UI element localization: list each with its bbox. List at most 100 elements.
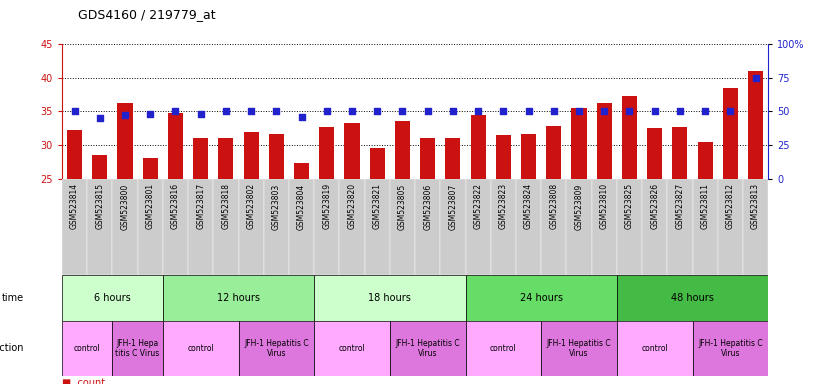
Text: 48 hours: 48 hours — [671, 293, 714, 303]
Text: GSM523800: GSM523800 — [121, 184, 130, 230]
Text: GSM523820: GSM523820 — [348, 184, 357, 230]
Bar — [143, 159, 158, 179]
Text: GSM523819: GSM523819 — [322, 184, 331, 230]
Text: GSM523826: GSM523826 — [650, 184, 659, 230]
Point — [219, 108, 232, 114]
Bar — [420, 137, 435, 179]
Bar — [440, 179, 466, 275]
Point — [68, 108, 81, 114]
Text: time: time — [2, 293, 24, 303]
Bar — [244, 131, 259, 179]
Text: 6 hours: 6 hours — [94, 293, 131, 303]
Bar — [743, 179, 768, 275]
Text: JFH-1 Hepatitis C
Virus: JFH-1 Hepatitis C Virus — [396, 339, 460, 358]
Bar — [622, 96, 637, 179]
Bar — [692, 179, 718, 275]
Bar — [344, 123, 359, 179]
Point — [345, 108, 358, 114]
Bar — [667, 179, 692, 275]
Bar — [213, 179, 239, 275]
Text: ■  count: ■ count — [62, 378, 105, 384]
Bar — [395, 121, 410, 179]
Bar — [642, 179, 667, 275]
Text: control: control — [641, 344, 668, 353]
Point — [496, 108, 510, 114]
Bar — [218, 137, 234, 179]
Bar — [390, 179, 415, 275]
Bar — [112, 179, 138, 275]
Text: GSM523817: GSM523817 — [196, 184, 205, 230]
Bar — [62, 179, 88, 275]
Bar — [289, 179, 314, 275]
Text: 12 hours: 12 hours — [217, 293, 260, 303]
Text: control: control — [188, 344, 214, 353]
Text: infection: infection — [0, 343, 24, 354]
Text: GSM523808: GSM523808 — [549, 184, 558, 230]
Bar — [697, 142, 713, 179]
Bar — [672, 127, 687, 179]
Text: GSM523812: GSM523812 — [726, 184, 735, 229]
Text: GSM523824: GSM523824 — [524, 184, 533, 230]
Point — [421, 108, 434, 114]
Bar — [516, 179, 541, 275]
Text: JFH-1 Hepatitis C
Virus: JFH-1 Hepatitis C Virus — [698, 339, 762, 358]
Bar — [415, 179, 440, 275]
Bar — [692, 321, 768, 376]
Bar — [239, 179, 263, 275]
Text: 24 hours: 24 hours — [520, 293, 563, 303]
Point — [472, 108, 485, 114]
Bar — [314, 179, 339, 275]
Text: JFH-1 Hepatitis C
Virus: JFH-1 Hepatitis C Virus — [244, 339, 309, 358]
Bar — [268, 134, 284, 179]
Bar — [541, 321, 617, 376]
Point — [446, 108, 459, 114]
Bar — [138, 179, 163, 275]
Point — [598, 108, 611, 114]
Bar — [466, 321, 541, 376]
Bar — [521, 134, 536, 179]
Text: GSM523816: GSM523816 — [171, 184, 180, 230]
Bar — [445, 138, 460, 179]
Bar — [88, 179, 112, 275]
Text: GDS4160 / 219779_at: GDS4160 / 219779_at — [78, 8, 216, 21]
Point — [93, 115, 107, 121]
Bar — [723, 88, 738, 179]
Bar — [67, 130, 82, 179]
Bar — [239, 321, 314, 376]
Bar — [294, 163, 309, 179]
Bar — [591, 179, 617, 275]
Bar — [163, 321, 239, 376]
Bar — [617, 275, 768, 321]
Text: GSM523801: GSM523801 — [145, 184, 154, 230]
Text: GSM523804: GSM523804 — [297, 184, 306, 230]
Bar — [314, 321, 390, 376]
Bar — [263, 179, 289, 275]
Point — [673, 108, 686, 114]
Bar — [339, 179, 364, 275]
Bar — [188, 179, 213, 275]
Text: control: control — [339, 344, 365, 353]
Bar — [112, 321, 163, 376]
Bar — [471, 115, 486, 179]
Text: GSM523807: GSM523807 — [449, 184, 458, 230]
Text: GSM523823: GSM523823 — [499, 184, 508, 230]
Point — [270, 108, 283, 114]
Text: GSM523811: GSM523811 — [700, 184, 710, 229]
Point — [371, 108, 384, 114]
Point — [244, 108, 258, 114]
Bar — [617, 179, 642, 275]
Bar — [93, 155, 107, 179]
Bar — [496, 135, 511, 179]
Bar — [314, 275, 466, 321]
Bar — [491, 179, 516, 275]
Text: GSM523827: GSM523827 — [676, 184, 685, 230]
Point — [623, 108, 636, 114]
Bar — [370, 148, 385, 179]
Point — [144, 111, 157, 117]
Bar — [617, 321, 692, 376]
Bar — [596, 103, 612, 179]
Text: GSM523818: GSM523818 — [221, 184, 230, 229]
Bar — [364, 179, 390, 275]
Point — [118, 113, 131, 119]
Text: GSM523809: GSM523809 — [575, 184, 583, 230]
